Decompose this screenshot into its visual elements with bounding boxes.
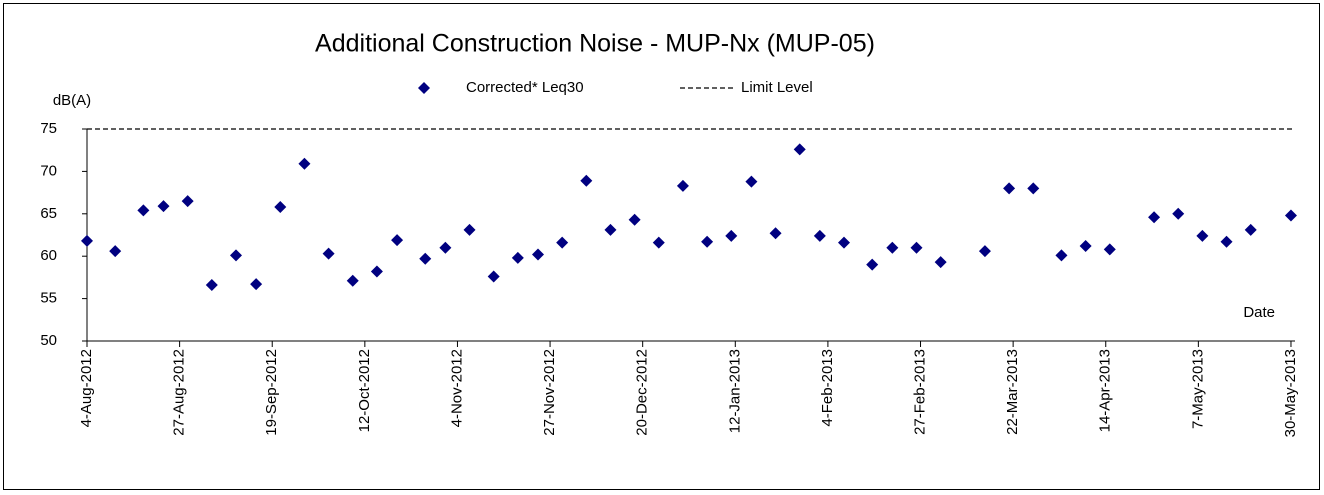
x-axis-label: Date	[1243, 304, 1275, 321]
data-point	[1027, 182, 1040, 195]
chart-title: Additional Construction Noise - MUP-Nx (…	[315, 30, 875, 58]
x-tick-label: 12-Oct-2012	[356, 349, 373, 432]
data-point	[1148, 211, 1161, 224]
x-tick-label: 27-Feb-2013	[911, 349, 928, 435]
data-point	[181, 195, 194, 208]
data-point	[793, 143, 806, 156]
x-tick-label: 4-Feb-2013	[819, 349, 836, 427]
data-point	[511, 251, 524, 264]
data-point	[725, 229, 738, 242]
data-point	[910, 241, 923, 254]
y-tick-label: 55	[40, 290, 57, 307]
x-tick-label: 19-Sep-2012	[263, 349, 280, 436]
x-tick-label: 4-Nov-2012	[448, 349, 465, 427]
data-point	[866, 258, 879, 271]
x-tick-label: 12-Jan-2013	[726, 349, 743, 433]
data-point	[813, 229, 826, 242]
legend: Corrected* Leq30 Limit Level	[418, 79, 813, 96]
data-point	[978, 245, 991, 258]
data-point	[745, 175, 758, 188]
x-tick-label: 14-Apr-2013	[1097, 349, 1114, 432]
data-point	[250, 278, 263, 291]
data-point	[1220, 235, 1233, 248]
data-point	[419, 252, 432, 265]
data-point	[81, 234, 93, 247]
x-tick-label: 30-May-2013	[1282, 349, 1299, 437]
data-point	[1003, 182, 1016, 195]
data-point	[531, 248, 544, 261]
data-point	[205, 279, 218, 292]
data-point	[676, 179, 689, 192]
data-point	[1103, 243, 1116, 256]
x-tick-label: 7-May-2013	[1189, 349, 1206, 429]
data-point	[652, 236, 665, 249]
data-point	[370, 265, 383, 278]
x-tick-label: 20-Dec-2012	[634, 349, 651, 436]
x-tick-label: 27-Aug-2012	[171, 349, 188, 436]
data-point	[346, 274, 359, 287]
data-point	[556, 236, 569, 249]
data-point	[701, 235, 714, 248]
data-point	[769, 227, 782, 240]
data-point	[1196, 229, 1209, 242]
legend-marker	[418, 82, 430, 94]
data-point	[298, 157, 311, 170]
legend-label: Corrected* Leq30	[466, 79, 584, 96]
data-point	[439, 241, 452, 254]
x-tick-label: 22-Mar-2013	[1004, 349, 1021, 435]
data-point	[137, 204, 150, 217]
y-tick-label: 70	[40, 162, 57, 179]
data-point	[934, 256, 947, 269]
legend-label: Limit Level	[741, 79, 813, 96]
data-point	[580, 174, 593, 187]
data-point	[322, 247, 335, 260]
data-point	[886, 241, 899, 254]
data-point	[1079, 240, 1092, 253]
data-point	[157, 200, 170, 213]
data-point	[604, 223, 617, 236]
chart-frame	[3, 3, 1320, 490]
data-point	[1244, 223, 1257, 236]
data-point	[1055, 249, 1068, 262]
y-tick-label: 60	[40, 247, 57, 264]
data-point	[109, 245, 122, 258]
y-tick-label: 75	[40, 120, 57, 137]
x-tick-label: 27-Nov-2012	[541, 349, 558, 436]
y-tick-label: 50	[40, 332, 57, 349]
y-tick-label: 65	[40, 205, 57, 222]
data-point	[1284, 209, 1297, 222]
data-point	[487, 270, 500, 283]
y-axis-label: dB(A)	[53, 92, 91, 109]
data-point	[463, 223, 476, 236]
data-point	[274, 201, 287, 214]
data-point	[628, 213, 641, 226]
data-point	[391, 234, 404, 247]
data-point	[1172, 207, 1185, 220]
x-tick-label: 4-Aug-2012	[78, 349, 95, 427]
data-point	[229, 249, 242, 262]
data-point	[838, 236, 851, 249]
